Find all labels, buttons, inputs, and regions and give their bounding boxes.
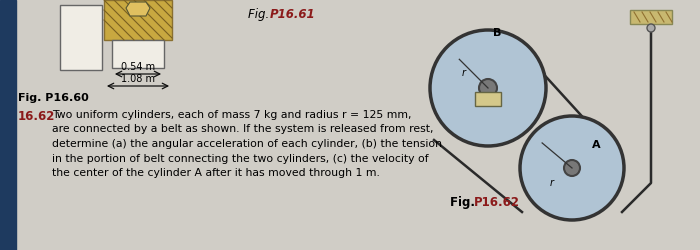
Text: P16.61: P16.61 bbox=[270, 8, 316, 21]
Text: r: r bbox=[550, 178, 554, 188]
Bar bbox=[104, 0, 172, 40]
Text: r: r bbox=[462, 68, 466, 78]
Text: 0.54 m: 0.54 m bbox=[121, 62, 155, 72]
Bar bbox=[475, 92, 501, 106]
Circle shape bbox=[430, 30, 546, 146]
Text: Fig.: Fig. bbox=[450, 196, 479, 209]
Text: Fig. P16.60: Fig. P16.60 bbox=[18, 93, 89, 103]
Text: 16.62: 16.62 bbox=[18, 110, 55, 123]
Bar bbox=[0, 0, 16, 250]
Bar bbox=[60, 5, 102, 70]
Text: Fig.: Fig. bbox=[248, 8, 273, 21]
Text: in the portion of belt connecting the two cylinders, (c) the velocity of: in the portion of belt connecting the tw… bbox=[52, 154, 428, 164]
Bar bbox=[630, 10, 672, 24]
Circle shape bbox=[479, 79, 497, 97]
Text: the center of the cylinder A after it has moved through 1 m.: the center of the cylinder A after it ha… bbox=[52, 168, 380, 178]
Text: are connected by a belt as shown. If the system is released from rest,: are connected by a belt as shown. If the… bbox=[52, 124, 433, 134]
Text: 1.08 m: 1.08 m bbox=[121, 74, 155, 84]
Circle shape bbox=[520, 116, 624, 220]
Text: B: B bbox=[493, 28, 501, 38]
Polygon shape bbox=[126, 2, 150, 16]
Circle shape bbox=[647, 24, 655, 32]
Bar bbox=[112, 40, 164, 68]
Text: determine (a) the angular acceleration of each cylinder, (b) the tension: determine (a) the angular acceleration o… bbox=[52, 139, 442, 149]
Text: P16.62: P16.62 bbox=[474, 196, 520, 209]
Text: Two uniform cylinders, each of mass 7 kg and radius r = 125 mm,: Two uniform cylinders, each of mass 7 kg… bbox=[52, 110, 412, 120]
Text: A: A bbox=[592, 140, 601, 150]
Circle shape bbox=[564, 160, 580, 176]
